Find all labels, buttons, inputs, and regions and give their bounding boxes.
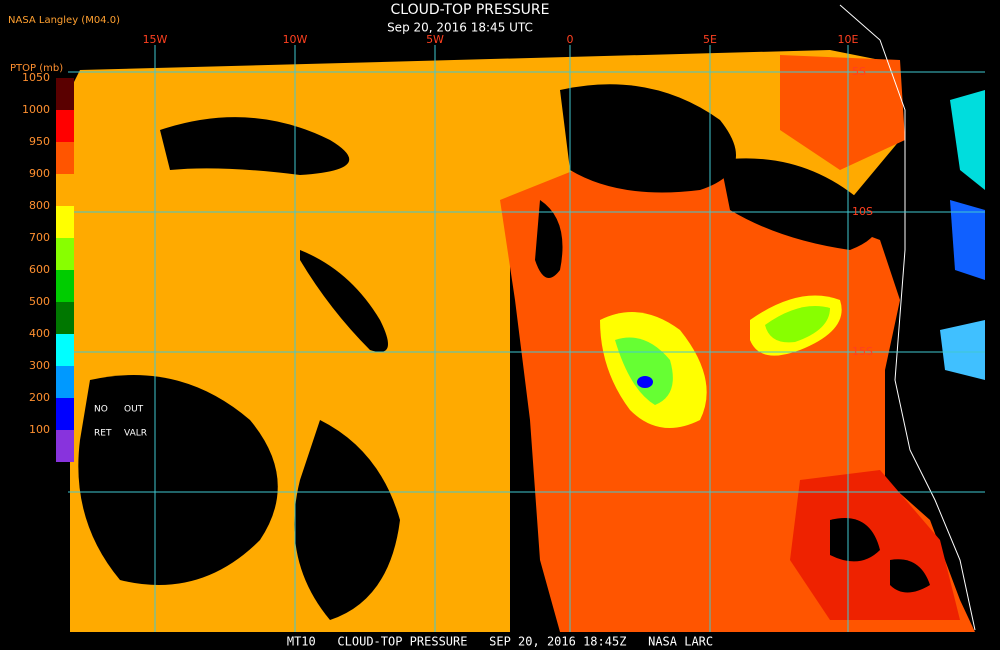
colorbar-swatch (56, 334, 74, 366)
cloud-blue (950, 200, 985, 280)
colorbar-note: VALR (124, 429, 147, 439)
colorbar-label: 500 (29, 295, 50, 308)
colorbar-swatch (56, 398, 74, 430)
colorbar-title: PTOP (mb) (10, 63, 63, 74)
colorbar-swatch (56, 302, 74, 334)
colorbar: 1050 1000 950 900 800 700 600 500 400 300 200 100 (22, 71, 74, 462)
colorbar-label: 950 (29, 135, 50, 148)
coastline (839, 4, 976, 631)
colorbar-label: 700 (29, 231, 50, 244)
colorbar-swatch (56, 78, 74, 110)
longitude-label: 15W (143, 33, 168, 46)
colorbar-label: 800 (29, 199, 50, 212)
title: CLOUD-TOP PRESSURE (391, 2, 550, 18)
colorbar-swatch (56, 142, 74, 174)
colorbar-note: NO (94, 405, 108, 415)
clear-sky (294, 420, 400, 620)
longitude-label: 5E (703, 33, 717, 46)
clear-sky (160, 117, 350, 175)
colorbar-swatch (56, 174, 74, 206)
clear-sky (830, 518, 880, 562)
latitude-label: 5S (852, 65, 866, 78)
clear-sky (300, 250, 388, 352)
cloud-blue (637, 376, 653, 388)
colorbar-note: OUT (124, 405, 144, 415)
source-label: NASA Langley (M04.0) (8, 15, 120, 26)
colorbar-swatch (56, 430, 74, 462)
colorbar-label: 400 (29, 327, 50, 340)
clear-sky (535, 200, 563, 278)
colorbar-label: 200 (29, 391, 50, 404)
colorbar-swatch (56, 238, 74, 270)
colorbar-label: 1050 (22, 71, 50, 84)
colorbar-note: RET (94, 429, 112, 439)
colorbar-label: 100 (29, 423, 50, 436)
longitude-label: 10E (838, 33, 859, 46)
footer: MT10 CLOUD-TOP PRESSURE SEP 20, 2016 18:… (287, 635, 713, 649)
colorbar-swatch (56, 110, 74, 142)
graticule: 15W 10W 5W 0 5E 10E 5S 10S 15S (68, 33, 985, 632)
clear-sky (720, 158, 878, 250)
latitude-label: 15S (852, 345, 873, 358)
colorbar-label: 300 (29, 359, 50, 372)
longitude-label: 10W (283, 33, 308, 46)
clear-sky (78, 375, 278, 585)
colorbar-label: 900 (29, 167, 50, 180)
colorbar-swatch (56, 206, 74, 238)
subtitle: Sep 20, 2016 18:45 UTC (387, 21, 533, 35)
colorbar-swatch (56, 366, 74, 398)
latitude-label: 10S (852, 205, 873, 218)
clear-sky (560, 84, 736, 193)
cloud-cyan (950, 90, 985, 190)
cloud-blue (940, 320, 985, 380)
colorbar-label: 600 (29, 263, 50, 276)
clear-sky (890, 559, 930, 593)
colorbar-swatch (56, 270, 74, 302)
cloud-orange-red (780, 55, 905, 170)
longitude-label: 0 (567, 33, 574, 46)
map-image (68, 4, 985, 632)
longitude-label: 5W (426, 33, 444, 46)
cloud-green (765, 306, 830, 343)
colorbar-label: 1000 (22, 103, 50, 116)
cloud-green (615, 337, 673, 405)
